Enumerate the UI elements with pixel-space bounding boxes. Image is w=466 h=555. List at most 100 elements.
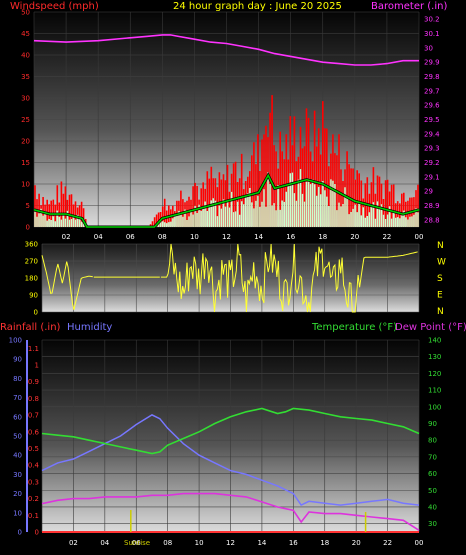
wind-y-tick: 50 <box>21 9 30 17</box>
x-tick: 12 <box>226 539 235 547</box>
compass-label: S <box>437 274 443 284</box>
rain-y-tick: 0.2 <box>28 495 39 503</box>
humidity-y-tick: 70 <box>13 394 22 402</box>
compass-label: W <box>437 258 446 268</box>
rain-y-tick: 0.1 <box>28 512 39 520</box>
humidity-y-tick: 100 <box>9 337 22 345</box>
baro-y-tick: 29.4 <box>424 130 440 138</box>
temp-panel-grid <box>26 339 420 532</box>
x-tick: 00 <box>415 233 424 241</box>
rain-y-tick: 0 <box>35 529 39 537</box>
rain-y-tick: 0.5 <box>28 445 39 453</box>
rain-y-tick: 0.9 <box>28 378 39 386</box>
x-tick: 06 <box>126 233 135 241</box>
baro-y-tick: 29.2 <box>424 159 440 167</box>
wind-series-layer <box>33 34 420 229</box>
x-tick: 04 <box>100 539 109 547</box>
baro-y-tick: 28.9 <box>424 202 440 210</box>
direction-y-tick: 360 <box>25 241 38 249</box>
wind-y-tick: 25 <box>21 116 30 124</box>
wind-direction-line <box>41 243 418 313</box>
humidity-y-tick: 10 <box>13 509 22 517</box>
wind-y-tick: 5 <box>26 202 30 210</box>
wind-average-line <box>33 173 420 228</box>
temp-y-tick: 110 <box>428 387 441 395</box>
temp-y-tick: 130 <box>428 353 441 361</box>
direction-y-tick: 270 <box>25 258 38 266</box>
temp-y-tick: 50 <box>428 487 437 495</box>
humidity-y-tick: 40 <box>13 452 22 460</box>
direction-series-layer <box>41 243 418 313</box>
baro-y-tick: 28.8 <box>424 216 440 224</box>
x-tick: 02 <box>69 539 78 547</box>
compass-label: N <box>437 307 444 317</box>
x-tick: 16 <box>286 233 295 241</box>
x-tick: 02 <box>62 233 71 241</box>
wind-y-tick: 20 <box>21 138 30 146</box>
rain-y-tick: 0.7 <box>28 412 39 420</box>
rain-y-tick-labels: 0 0.1 0.2 0.3 0.4 0.5 0.6 0.7 0.8 0.9 1 1.1 <box>28 345 40 537</box>
direction-y-tick: 0 <box>34 309 38 317</box>
x-tick: 06 <box>132 539 141 547</box>
temp-y-tick: 40 <box>428 504 437 512</box>
compass-label: E <box>437 291 443 301</box>
x-tick: 04 <box>94 233 103 241</box>
x-tick: 20 <box>350 233 359 241</box>
humidity-y-tick: 50 <box>13 433 22 441</box>
baro-y-tick: 30.2 <box>424 16 440 24</box>
wind-y-tick: 15 <box>21 159 30 167</box>
baro-y-tick: 29.3 <box>424 145 440 153</box>
humidity-y-tick: 60 <box>13 413 22 421</box>
x-tick: 18 <box>318 233 327 241</box>
baro-y-tick-labels: 28.8 28.9 29 29.1 29.2 29.3 29.4 29.5 29.6 29.7 29… <box>424 16 440 225</box>
x-tick: 08 <box>158 233 167 241</box>
baro-y-tick: 29.1 <box>424 173 440 181</box>
temp-y-tick: 120 <box>428 370 441 378</box>
rain-y-tick: 1 <box>35 362 39 370</box>
temp-y-tick: 60 <box>428 470 437 478</box>
temp-x-tick-labels: 02 04 06 08 10 12 14 16 18 20 22 00 <box>69 539 424 547</box>
x-tick: 14 <box>257 539 266 547</box>
baro-y-tick: 30.1 <box>424 30 440 38</box>
baro-y-tick: 29.5 <box>424 116 440 124</box>
wind-y-tick: 10 <box>21 181 30 189</box>
temperature-line <box>41 407 420 455</box>
x-tick: 18 <box>320 539 329 547</box>
direction-y-tick: 90 <box>29 292 38 300</box>
dewpoint-line <box>41 492 420 531</box>
temperature-axis-label: Temperature (°F) <box>311 322 397 333</box>
x-tick: 20 <box>352 539 361 547</box>
humidity-line <box>41 414 420 507</box>
humidity-y-tick: 90 <box>13 356 22 364</box>
humidity-y-tick: 80 <box>13 375 22 383</box>
baro-y-tick: 29.7 <box>424 87 440 95</box>
temp-y-tick: 30 <box>428 520 437 528</box>
temp-series-layer <box>41 407 420 533</box>
baro-axis-label: Barometer (.in) <box>371 1 447 12</box>
chart-title: 24 hour graph day : June 20 2025 <box>173 1 342 12</box>
humidity-y-tick-labels: 0 10 20 30 40 50 60 70 80 90 100 <box>9 337 22 537</box>
direction-y-tick-labels: 0 90 180 270 360 <box>25 241 38 317</box>
dewpoint-axis-label: Dew Point (°F) <box>395 322 466 333</box>
temp-y-tick: 100 <box>428 403 441 411</box>
temp-y-tick: 140 <box>428 337 441 345</box>
wind-y-tick-labels: 0 5 10 15 20 25 30 35 40 45 50 <box>21 9 30 232</box>
rain-y-tick: 0.8 <box>28 395 39 403</box>
x-tick: 22 <box>382 233 391 241</box>
direction-y-tick: 180 <box>25 275 38 283</box>
baro-y-tick: 29.8 <box>424 73 440 81</box>
x-tick: 00 <box>415 539 424 547</box>
x-tick: 22 <box>383 539 392 547</box>
barometer-line <box>33 34 419 66</box>
sunrise-label: Sunrise <box>124 539 150 547</box>
x-tick: 14 <box>254 233 263 241</box>
temp-y-tick: 90 <box>428 420 437 428</box>
temp-y-tick-labels: 30 40 50 60 70 80 90 100 110 120 130 140 <box>428 337 441 529</box>
x-tick: 12 <box>222 233 231 241</box>
x-tick: 16 <box>289 539 298 547</box>
wind-y-tick: 30 <box>21 95 30 103</box>
wind-y-tick: 35 <box>21 73 30 81</box>
